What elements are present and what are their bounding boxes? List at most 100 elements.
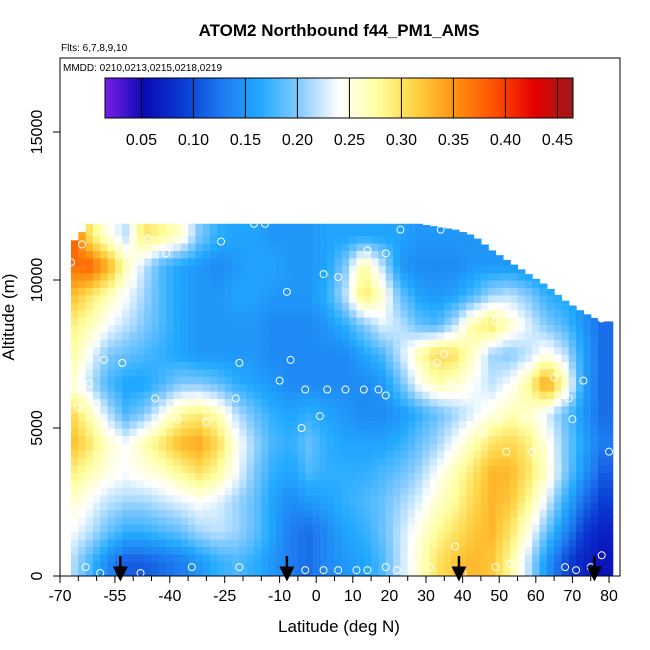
heatmap-cell bbox=[451, 317, 460, 325]
heatmap-cell bbox=[393, 280, 401, 288]
heatmap-cell bbox=[268, 539, 277, 547]
heatmap-cell bbox=[510, 265, 519, 274]
heatmap-cell bbox=[327, 450, 336, 459]
heatmap-cell bbox=[502, 494, 511, 503]
heatmap-cell bbox=[253, 383, 262, 392]
heatmap-cell bbox=[180, 376, 189, 385]
heatmap-cell bbox=[78, 361, 87, 370]
heatmap-cell bbox=[144, 457, 153, 466]
heatmap-cell bbox=[173, 361, 182, 370]
heatmap-cell bbox=[202, 383, 211, 392]
heatmap-cell bbox=[232, 413, 240, 422]
heatmap-cell bbox=[319, 354, 328, 362]
heatmap-cell bbox=[188, 494, 197, 503]
heatmap-cell bbox=[576, 479, 584, 488]
heatmap-cell bbox=[327, 457, 336, 466]
colorbar-tick-label: 0.15 bbox=[230, 132, 261, 149]
heatmap-cell bbox=[151, 539, 160, 547]
heatmap-cell bbox=[305, 339, 314, 348]
heatmap-cell bbox=[444, 553, 453, 562]
heatmap-cell bbox=[180, 368, 189, 377]
heatmap-cell bbox=[480, 502, 489, 510]
heatmap-cell bbox=[275, 465, 284, 473]
heatmap-cell bbox=[356, 546, 365, 555]
heatmap-cell bbox=[188, 354, 197, 362]
heatmap-cell bbox=[605, 428, 614, 436]
heatmap-cell bbox=[70, 457, 79, 466]
heatmap-cell bbox=[436, 257, 445, 266]
heatmap-cell bbox=[393, 546, 401, 555]
heatmap-cell bbox=[554, 546, 563, 555]
heatmap-cell bbox=[188, 368, 197, 377]
heatmap-cell bbox=[210, 435, 218, 444]
heatmap-cell bbox=[371, 413, 380, 422]
heatmap-cell bbox=[202, 472, 211, 481]
heatmap-cell bbox=[129, 272, 138, 281]
heatmap-cell bbox=[502, 398, 511, 407]
heatmap-cell bbox=[173, 553, 182, 562]
heatmap-cell bbox=[283, 391, 292, 399]
heatmap-cell bbox=[261, 339, 270, 348]
heatmap-cell bbox=[305, 302, 314, 311]
heatmap-cell bbox=[290, 494, 299, 503]
heatmap-cell bbox=[275, 265, 284, 274]
heatmap-cell bbox=[232, 309, 240, 318]
heatmap-cell bbox=[356, 309, 365, 318]
heatmap-cell bbox=[261, 324, 270, 333]
heatmap-cell bbox=[232, 539, 240, 547]
heatmap-cell bbox=[129, 391, 138, 399]
heatmap-cell bbox=[166, 294, 175, 303]
heatmap-cell bbox=[385, 479, 394, 488]
heatmap-cell bbox=[334, 339, 343, 348]
heatmap-cell bbox=[400, 487, 409, 496]
heatmap-cell bbox=[400, 546, 409, 555]
heatmap-cell bbox=[114, 502, 123, 510]
heatmap-cell bbox=[473, 361, 482, 370]
heatmap-cell bbox=[495, 265, 504, 274]
heatmap-cell bbox=[327, 228, 336, 237]
heatmap-cell bbox=[210, 302, 218, 311]
heatmap-cell bbox=[188, 413, 197, 422]
heatmap-cell bbox=[458, 509, 467, 518]
heatmap-cell bbox=[568, 502, 577, 510]
heatmap-cell bbox=[180, 428, 189, 436]
heatmap-cell bbox=[224, 553, 233, 562]
heatmap-cell bbox=[524, 553, 533, 562]
heatmap-cell bbox=[356, 479, 365, 488]
heatmap-cell bbox=[107, 250, 116, 259]
heatmap-cell bbox=[407, 420, 416, 429]
heatmap-cell bbox=[415, 398, 423, 407]
heatmap-cell bbox=[210, 376, 218, 385]
heatmap-cell bbox=[166, 553, 175, 562]
heatmap-cell bbox=[290, 420, 299, 429]
heatmap-cell bbox=[70, 516, 79, 525]
heatmap-cell bbox=[415, 561, 423, 570]
heatmap-cell bbox=[136, 509, 145, 518]
heatmap-cell bbox=[400, 428, 409, 436]
heatmap-cell bbox=[70, 524, 79, 533]
heatmap-cell bbox=[334, 376, 343, 385]
heatmap-cell bbox=[180, 546, 189, 555]
heatmap-cell bbox=[210, 516, 218, 525]
heatmap-cell bbox=[510, 309, 519, 318]
heatmap-cell bbox=[393, 361, 401, 370]
heatmap-cell bbox=[517, 450, 526, 459]
heatmap-cell bbox=[261, 383, 270, 392]
heatmap-cell bbox=[151, 331, 160, 340]
heatmap-cell bbox=[524, 524, 533, 533]
heatmap-cell bbox=[151, 361, 160, 370]
heatmap-cell bbox=[85, 391, 94, 399]
heatmap-cell bbox=[261, 376, 270, 385]
heatmap-cell bbox=[78, 405, 87, 414]
heatmap-cell bbox=[436, 435, 445, 444]
heatmap-cell bbox=[554, 302, 563, 311]
heatmap-cell bbox=[188, 516, 197, 525]
heatmap-cell bbox=[378, 413, 387, 422]
heatmap-cell bbox=[371, 265, 380, 274]
heatmap-cell bbox=[239, 250, 248, 259]
heatmap-cell bbox=[85, 250, 94, 259]
heatmap-cell bbox=[129, 553, 138, 562]
heatmap-cell bbox=[495, 465, 504, 473]
heatmap-cell bbox=[151, 516, 160, 525]
heatmap-cell bbox=[488, 383, 497, 392]
